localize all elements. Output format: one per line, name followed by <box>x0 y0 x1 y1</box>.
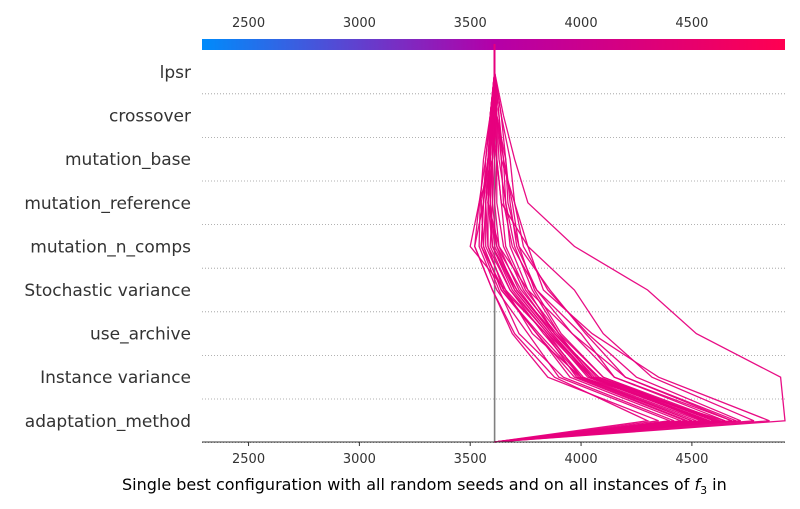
bottom-tick-label: 2500 <box>232 452 265 467</box>
feature-label: crossover <box>109 107 191 127</box>
top-tick-label: 4000 <box>565 16 598 31</box>
bottom-tick-label: 4500 <box>675 452 708 467</box>
top-tick-label: 3500 <box>454 16 487 31</box>
decision-line <box>480 44 702 443</box>
bottom-tick-label: 3500 <box>454 452 487 467</box>
bottom-tick-label: 4000 <box>565 452 598 467</box>
feature-label: adaptation_method <box>25 412 191 432</box>
decision-line <box>489 44 755 443</box>
feature-label: Stochastic variance <box>24 281 191 301</box>
feature-label: Instance variance <box>40 368 191 388</box>
decision-line <box>493 44 770 443</box>
feature-label: mutation_reference <box>24 194 191 214</box>
decision-line <box>487 44 717 443</box>
x-axis-label-f: f <box>694 475 702 494</box>
x-axis-label-text: Single best configuration with all rando… <box>122 475 694 494</box>
x-axis-label-subscript: 3 <box>700 484 707 497</box>
decision-line <box>485 44 706 443</box>
feature-label: lpsr <box>160 63 191 83</box>
feature-labels: lpsr crossover mutation_base mutation_refer… <box>24 63 191 432</box>
decision-line <box>478 44 670 443</box>
feature-label: mutation_base <box>65 150 191 170</box>
decision-line <box>491 44 715 443</box>
top-tick-label: 4500 <box>675 16 708 31</box>
decision-line <box>489 44 710 443</box>
x-axis-label-suffix: in <box>707 475 727 494</box>
bottom-tick-label: 3000 <box>343 452 376 467</box>
x-axis-label: Single best configuration with all rando… <box>122 475 727 497</box>
top-tick-label: 2500 <box>232 16 265 31</box>
decision-line <box>493 44 726 443</box>
feature-label: mutation_n_comps <box>30 237 191 257</box>
top-axis-ticks: 2500 3000 3500 4000 4500 <box>232 16 708 31</box>
feature-label: use_archive <box>90 325 191 345</box>
decision-line <box>493 44 786 443</box>
decision-line <box>493 44 721 443</box>
bottom-axis-ticks: 2500 3000 3500 4000 4500 <box>232 442 708 467</box>
decision-lines <box>469 44 786 443</box>
colorbar <box>202 39 785 50</box>
top-tick-label: 3000 <box>343 16 376 31</box>
